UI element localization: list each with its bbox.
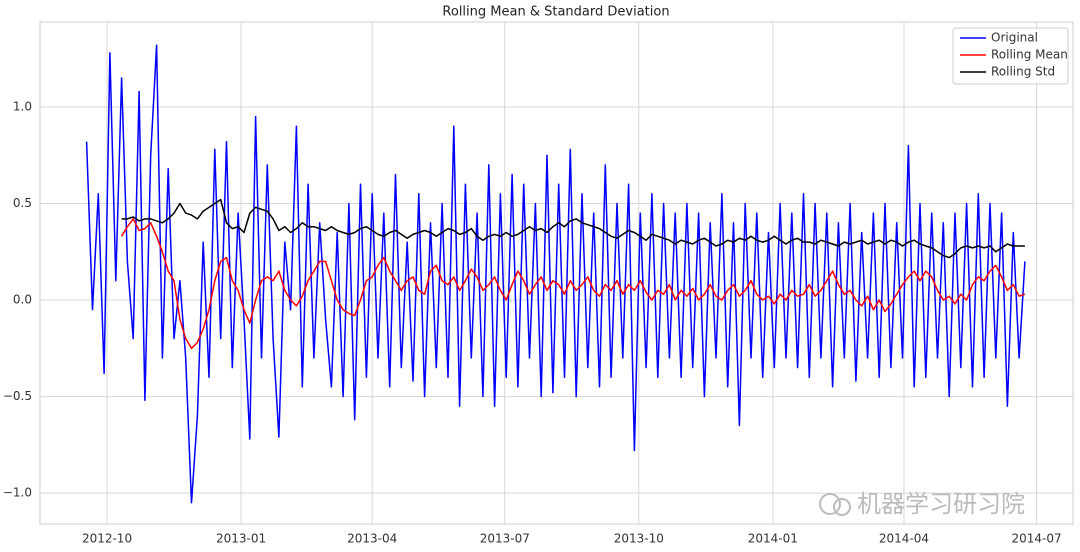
legend-items: Original Rolling Mean Rolling Std [960,31,1068,79]
legend-label: Original [991,31,1038,45]
x-tick-label: 2014-01 [748,532,798,546]
x-tick-label: 2014-04 [879,532,929,546]
x-tick-label: 2014-07 [1012,532,1062,546]
y-tick-label: 0.5 [13,196,32,210]
x-tick-label: 2012-10 [82,532,132,546]
legend-box [952,27,1069,85]
x-tick-label: 2013-01 [216,532,266,546]
y-tick-label: −1.0 [3,486,32,500]
x-tick-label: 2013-10 [614,532,664,546]
watermark-text: 机器学习研习院 [857,490,1025,518]
chart-title: Rolling Mean & Standard Deviation [442,5,669,20]
series-line [121,198,1025,259]
legend: Original Rolling Mean Rolling Std [952,27,1069,85]
watermark: 机器学习研习院 [819,490,1025,518]
y-tick-label: 0.0 [13,293,32,307]
x-tick-label: 2013-04 [347,532,397,546]
series-line [120,218,1026,350]
x-tick-label: 2013-07 [480,532,530,546]
watermark-icon [819,493,841,515]
y-tick-label: 1.0 [13,99,32,113]
y-tick-label: −0.5 [3,389,32,403]
legend-label: Rolling Std [991,65,1055,79]
watermark-icon [833,498,851,516]
legend-label: Rolling Mean [991,48,1068,62]
series-line [85,44,1026,504]
lines [85,44,1026,504]
